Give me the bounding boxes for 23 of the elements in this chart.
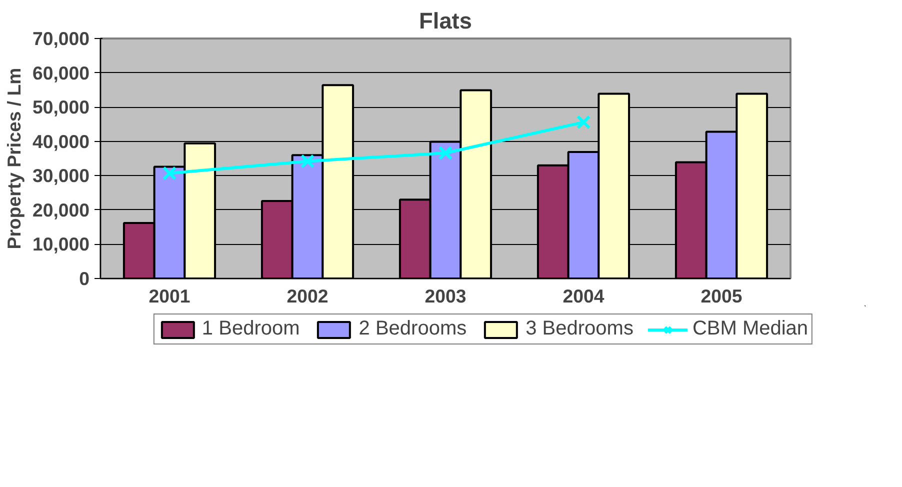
y-tick-label: 50,000: [32, 96, 90, 118]
y-tick-label: 30,000: [32, 165, 90, 186]
legend-label: 2 Bedrooms: [358, 318, 467, 340]
point: [576, 115, 591, 130]
y-tick-label: 70,000: [32, 28, 90, 49]
y-axis-title: Property Prices / Lm: [3, 68, 24, 250]
chart-title: Flats: [419, 8, 472, 34]
x-tick-label: 2004: [562, 286, 605, 306]
y-tick-label: 10,000: [32, 234, 90, 255]
y-tick-label: 40,000: [32, 130, 90, 152]
y-tick-label: 20,000: [32, 199, 90, 220]
legend-label: 1 Bedroom: [202, 318, 300, 340]
x-tick-label: 2001: [148, 286, 190, 306]
point: [438, 146, 453, 160]
point: [300, 154, 315, 168]
point: [162, 166, 177, 180]
x-tick-label: 2005: [700, 286, 742, 306]
y-tick-label: 60,000: [32, 62, 90, 84]
legend-label: 3 Bedrooms: [526, 318, 634, 340]
legend-label: CBM Median: [692, 318, 808, 340]
x-tick-label: 2002: [286, 286, 328, 306]
x-tick-label: 2003: [424, 286, 466, 306]
y-tick-label: 0: [79, 268, 90, 289]
